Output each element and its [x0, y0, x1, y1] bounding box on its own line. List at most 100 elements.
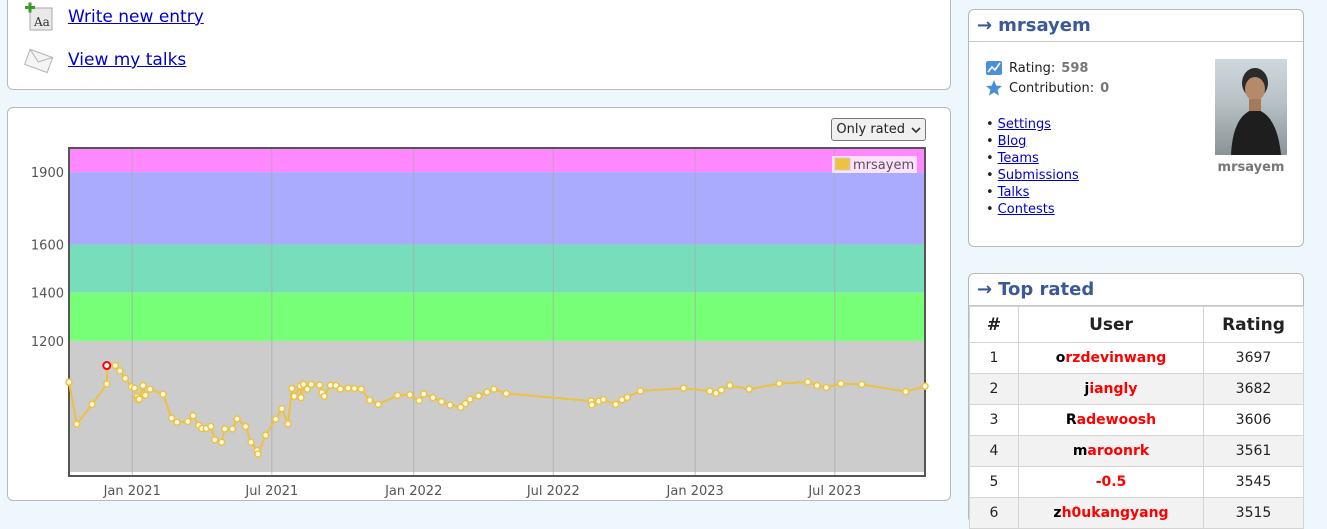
- rating-label: Rating:: [1009, 60, 1056, 76]
- data-point: [332, 381, 340, 390]
- data-point: [320, 392, 329, 401]
- data-point: [228, 425, 237, 433]
- data-point: [271, 415, 280, 423]
- contribution-label: Contribution:: [1009, 80, 1095, 96]
- data-point: [299, 380, 308, 389]
- contests-link[interactable]: Contests: [997, 202, 1055, 217]
- rating-cell: 3515: [1203, 497, 1304, 529]
- legend-swatch: [834, 157, 851, 171]
- data-point: [901, 387, 910, 396]
- user-link[interactable]: orzdevinwang: [1055, 350, 1167, 366]
- data-point: [88, 400, 96, 409]
- max-rating-point: [102, 361, 112, 371]
- write-entry-row: Aa Write new entry: [24, 2, 204, 32]
- data-point: [804, 378, 812, 386]
- rating-band: [69, 172, 925, 245]
- table-row: 5 -0.5 3545: [969, 466, 1304, 498]
- data-point: [406, 390, 414, 399]
- data-point: [446, 401, 454, 409]
- data-point: [457, 403, 465, 412]
- data-point: [135, 395, 143, 403]
- contribution-value: 0: [1100, 80, 1110, 96]
- data-point: [429, 393, 437, 402]
- rank-header: #: [969, 306, 1019, 343]
- user-link[interactable]: -0.5: [1095, 474, 1127, 490]
- rank-cell: 2: [969, 373, 1019, 405]
- arrow-icon: →: [977, 15, 993, 36]
- data-point: [261, 431, 270, 439]
- rating-cell: 3606: [1203, 404, 1304, 436]
- profile-link-settings: Settings: [986, 116, 1079, 133]
- x-tick-label: Jul 2023: [807, 484, 861, 499]
- rank-cell: 5: [969, 466, 1019, 498]
- data-point: [502, 389, 511, 398]
- data-point: [297, 393, 305, 402]
- teams-link[interactable]: Teams: [997, 151, 1039, 166]
- data-point: [419, 390, 428, 398]
- data-point: [726, 381, 734, 390]
- data-point: [717, 386, 726, 394]
- user-link[interactable]: zh0ukangyang: [1053, 505, 1169, 521]
- x-tick-label: Jan 2022: [384, 484, 442, 499]
- data-point: [211, 436, 219, 444]
- talks-link[interactable]: Talks: [997, 185, 1030, 200]
- data-point: [357, 385, 366, 393]
- data-point: [679, 384, 688, 392]
- data-point: [344, 384, 352, 392]
- user-cell: jiangly: [1018, 373, 1204, 405]
- avatar-name[interactable]: mrsayem: [1217, 160, 1285, 175]
- profile-handle[interactable]: mrsayem: [998, 15, 1091, 36]
- user-cell: Radewoosh: [1018, 404, 1204, 436]
- data-point: [254, 450, 262, 458]
- rank-cell: 3: [969, 404, 1019, 436]
- star-icon: [986, 80, 1002, 96]
- data-point: [745, 385, 753, 393]
- rating-band: [69, 148, 925, 173]
- data-point: [233, 415, 241, 423]
- user-link[interactable]: jiangly: [1084, 381, 1138, 397]
- view-talks-link[interactable]: View my talks: [68, 50, 187, 70]
- write-entry-link[interactable]: Write new entry: [68, 7, 204, 27]
- graph-filter-value: Only rated: [836, 122, 905, 137]
- user-link[interactable]: Radewoosh: [1065, 412, 1157, 428]
- x-tick-label: Jul 2021: [244, 484, 298, 499]
- settings-link[interactable]: Settings: [997, 117, 1051, 132]
- graph-filter-select[interactable]: Only rated: [831, 118, 926, 141]
- rank-cell: 4: [969, 435, 1019, 467]
- avatar[interactable]: [1215, 59, 1287, 155]
- profile-panel: → mrsayem Rating: 598 Contribution: 0 Se…: [968, 9, 1304, 247]
- rating-value: 598: [1061, 60, 1089, 76]
- table-row: 3 Radewoosh 3606: [969, 404, 1304, 436]
- rank-cell: 1: [969, 342, 1019, 374]
- top-rated-title: Top rated: [998, 279, 1095, 300]
- y-tick-label: 1200: [31, 335, 64, 350]
- data-point: [207, 422, 215, 431]
- data-point: [307, 380, 315, 389]
- data-point: [189, 411, 197, 420]
- data-point: [284, 420, 292, 428]
- data-point: [278, 404, 286, 413]
- table-row: 4 maroonrk 3561: [969, 435, 1304, 467]
- rating-graph-panel: Only rated Jan 2021 Jul 2021 Jan 2022 Jul 2…: [7, 107, 951, 501]
- data-point: [921, 382, 929, 391]
- blog-link[interactable]: Blog: [997, 134, 1027, 149]
- rating-band: [69, 244, 925, 293]
- data-point: [184, 417, 192, 426]
- x-tick-label: Jan 2023: [666, 484, 724, 499]
- data-point: [290, 392, 298, 401]
- profile-header: → mrsayem: [969, 10, 1303, 42]
- user-link[interactable]: maroonrk: [1072, 443, 1150, 459]
- table-row: 1 orzdevinwang 3697: [969, 342, 1304, 374]
- user-header: User: [1018, 306, 1204, 343]
- x-tick-label: Jul 2022: [526, 484, 580, 499]
- rating-chart: Jan 2021 Jul 2021 Jan 2022 Jul 2022 Jan 2023…: [31, 147, 929, 499]
- arrow-icon: →: [977, 279, 993, 300]
- rating-cell: 3682: [1203, 373, 1304, 405]
- legend-label: mrsayem: [853, 158, 914, 173]
- write-entry-icon: Aa: [24, 2, 54, 32]
- data-point: [72, 420, 81, 428]
- submissions-link[interactable]: Submissions: [997, 168, 1079, 183]
- legend-box: [832, 156, 917, 173]
- profile-link-submissions: Submissions: [986, 167, 1079, 184]
- top-rated-header: → Top rated: [969, 274, 1303, 306]
